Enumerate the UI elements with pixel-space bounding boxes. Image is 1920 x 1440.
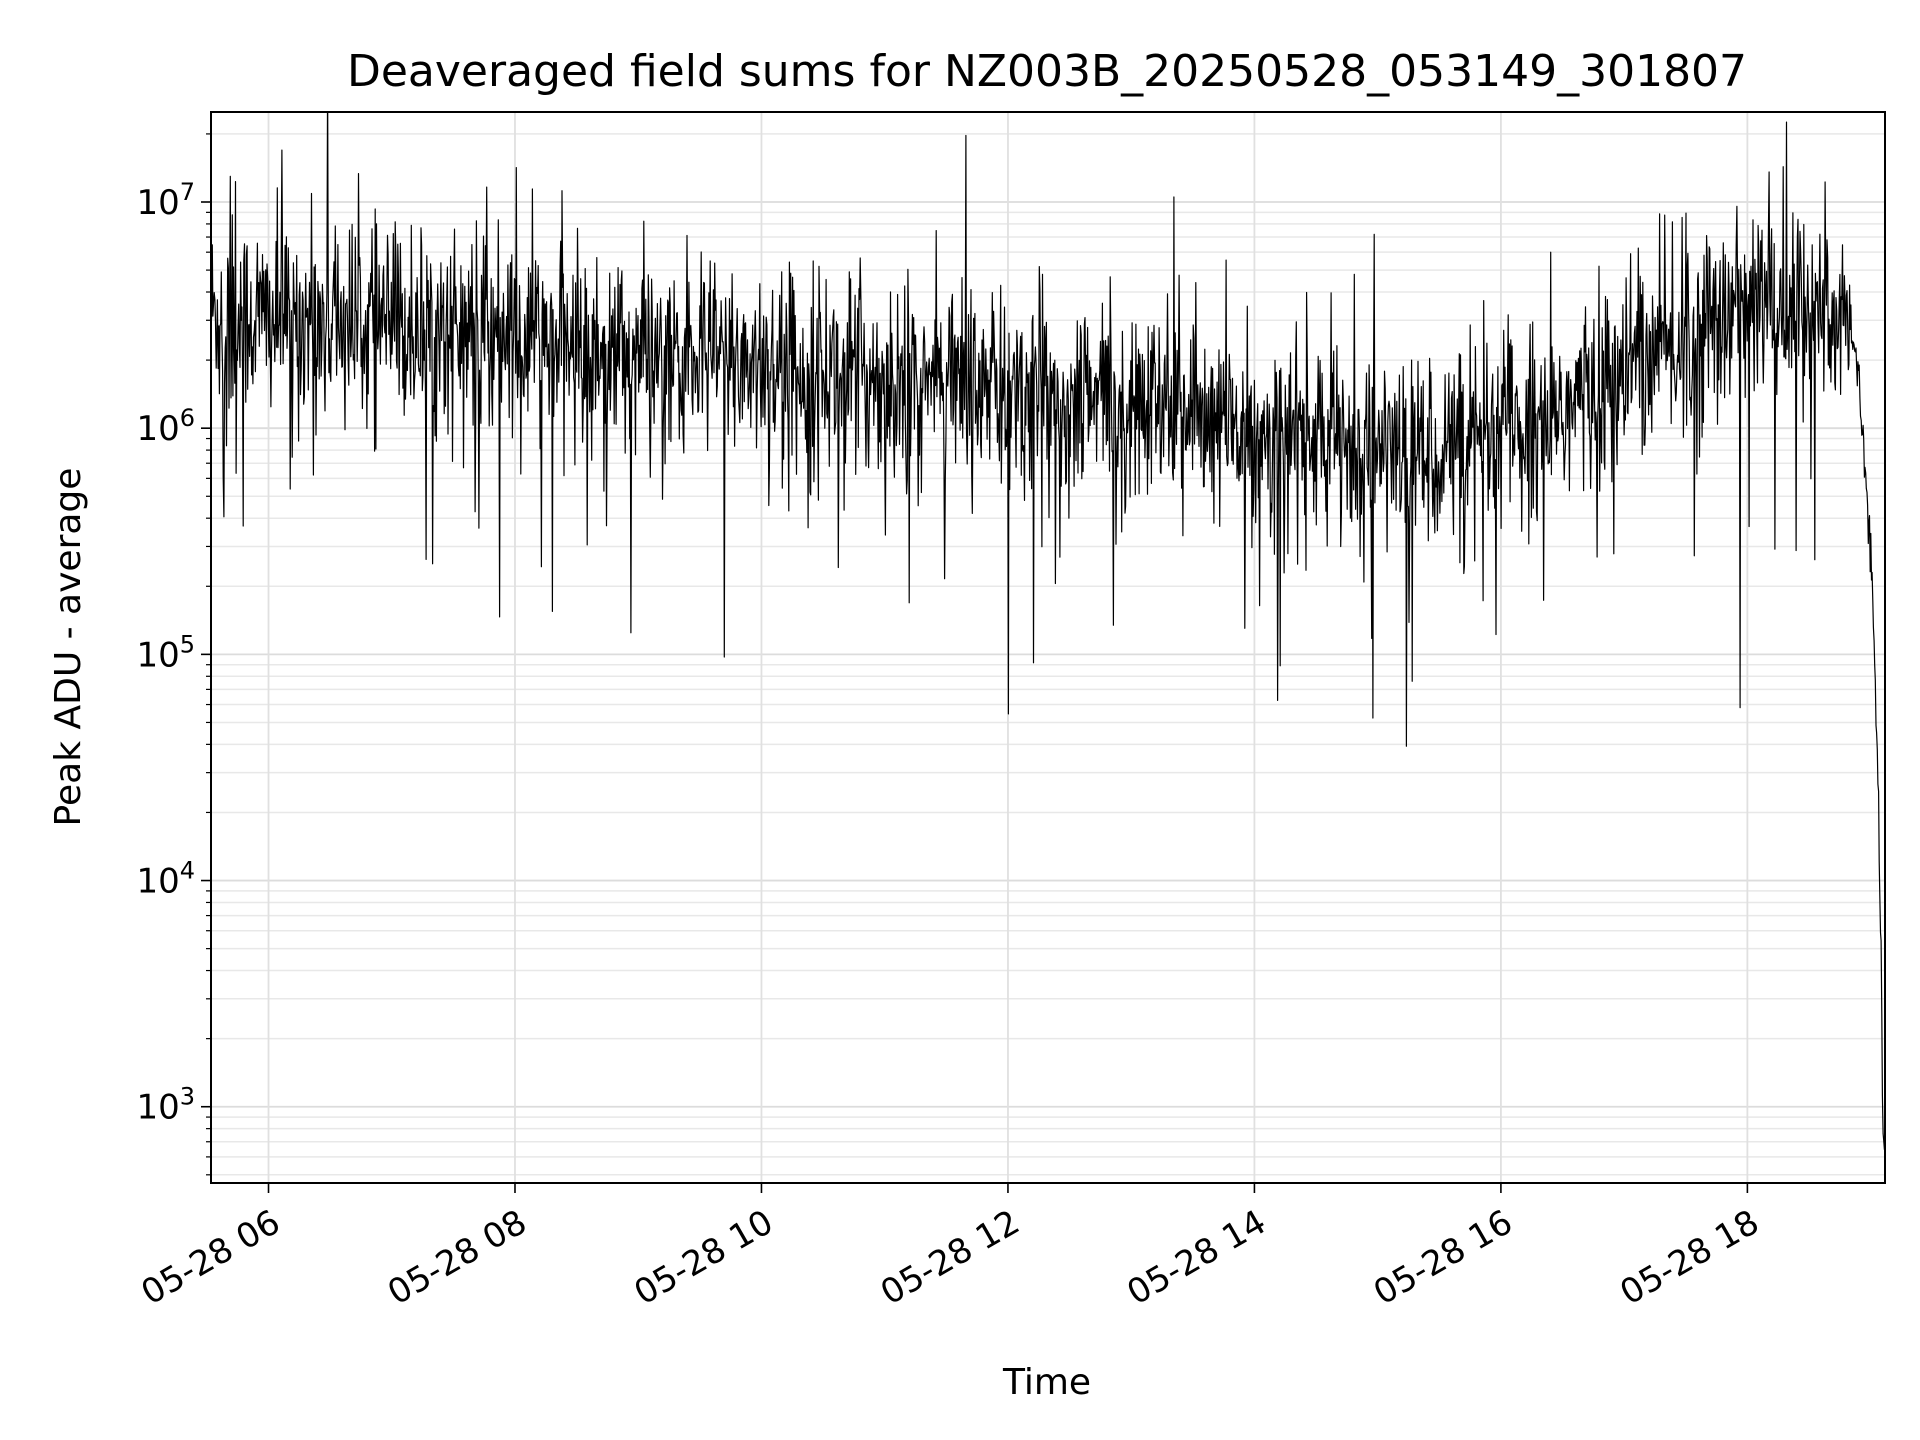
series-line (211, 112, 1885, 1151)
chart-title: Deaveraged field sums for NZ003B_2025052… (347, 46, 1747, 97)
y-tick-label: 103 (136, 1083, 195, 1128)
y-tick-label: 104 (136, 857, 195, 902)
grid-layer (211, 112, 1885, 1183)
y-tick-label: 105 (136, 630, 195, 675)
y-tick-label: 106 (136, 404, 195, 449)
x-axis-label: Time (1002, 1362, 1091, 1403)
y-axis-label: Peak ADU - average (48, 468, 89, 827)
y-tick-label: 107 (136, 178, 195, 223)
plot-frame (210, 111, 1886, 1184)
